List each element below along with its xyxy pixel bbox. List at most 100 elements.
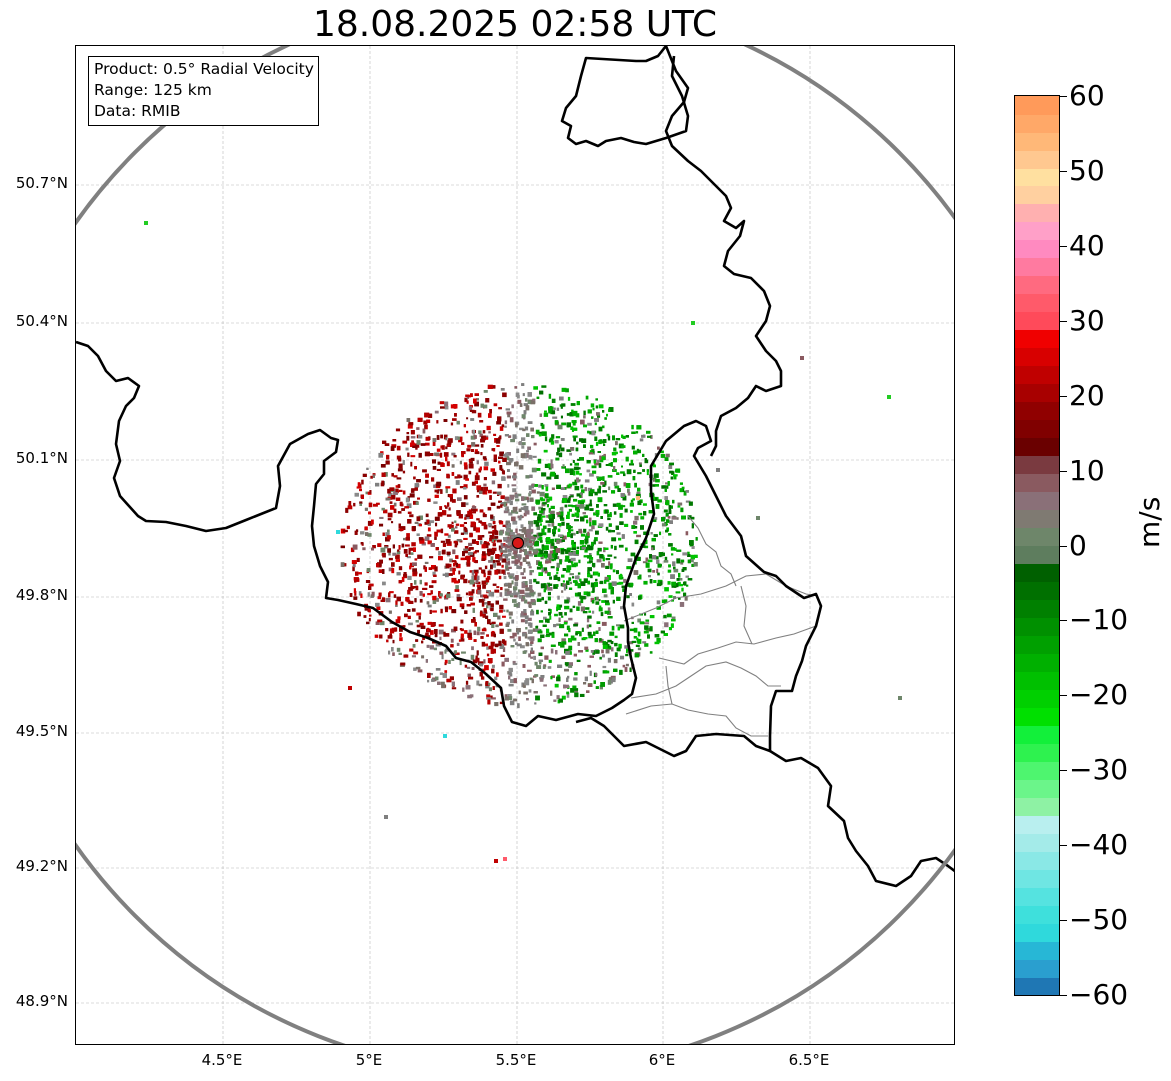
echo-pixel — [633, 469, 636, 473]
echo-pixel — [600, 482, 605, 485]
echo-pixel — [466, 430, 469, 434]
echo-pixel — [550, 644, 556, 647]
echo-pixel — [395, 559, 400, 562]
echo-pixel — [580, 530, 583, 534]
echo-pixel — [565, 555, 570, 561]
echo-pixel — [590, 574, 593, 579]
echo-pixel — [550, 459, 553, 465]
colorbar-segment — [1015, 96, 1059, 115]
echo-pixel — [380, 464, 386, 468]
echo-pixel — [657, 446, 660, 450]
echo-pixel — [534, 661, 538, 666]
echo-pixel — [500, 502, 505, 505]
echo-pixel — [887, 395, 891, 399]
echo-pixel — [529, 677, 533, 681]
gridlines — [76, 46, 954, 1044]
echo-pixel — [520, 572, 524, 576]
echo-pixel — [574, 672, 578, 676]
echo-pixel — [422, 469, 427, 473]
echo-pixel — [566, 691, 570, 695]
echo-pixel — [605, 526, 609, 531]
echo-pixel — [644, 625, 649, 630]
echo-pixel — [594, 418, 599, 422]
echo-pixel — [352, 544, 358, 550]
echo-pixel — [469, 547, 474, 550]
echo-pixel — [484, 610, 487, 614]
echo-pixel — [476, 584, 481, 587]
echo-pixel — [394, 627, 398, 632]
radar-map[interactable] — [75, 45, 955, 1045]
echo-pixel — [568, 645, 573, 651]
echo-pixel — [490, 514, 494, 519]
echo-pixel — [575, 504, 581, 509]
echo-pixel — [590, 489, 595, 494]
echo-pixel — [519, 561, 523, 566]
echo-pixel — [521, 503, 527, 506]
echo-pixel — [464, 528, 468, 533]
echo-pixel — [596, 559, 602, 563]
echo-pixel — [535, 521, 540, 527]
echo-pixel — [665, 529, 668, 533]
echo-pixel — [541, 515, 546, 518]
echo-pixel — [619, 624, 625, 629]
echo-pixel — [519, 427, 524, 431]
echo-pixel — [559, 396, 564, 401]
echo-pixel — [511, 484, 517, 487]
echo-pixel — [436, 481, 442, 487]
echo-pixel — [468, 394, 472, 398]
echo-pixel — [418, 515, 423, 520]
echo-pixel — [377, 564, 382, 568]
echo-pixel — [508, 667, 513, 673]
echo-pixel — [535, 581, 540, 584]
echo-pixel — [476, 680, 480, 686]
colorbar-segment — [1015, 149, 1059, 169]
echo-pixel — [420, 625, 426, 629]
echo-pixel — [649, 579, 653, 584]
echo-pixel — [605, 565, 610, 569]
echo-pixel — [595, 650, 600, 654]
echo-pixel — [585, 648, 589, 652]
echo-pixel — [502, 524, 506, 527]
echo-pixel — [506, 456, 510, 460]
echo-pixel — [566, 514, 570, 519]
echo-pixel — [361, 495, 364, 499]
echo-pixel — [580, 516, 585, 522]
echo-pixel — [552, 416, 558, 419]
echo-pixel — [495, 684, 498, 688]
echo-pixel — [408, 600, 414, 604]
echo-pixel — [503, 538, 507, 542]
echo-pixel — [354, 492, 359, 497]
echo-pixel — [509, 696, 513, 700]
echo-pixel — [478, 430, 482, 435]
lon-label-6: 6°E — [648, 1051, 676, 1069]
echo-pixel — [642, 453, 645, 457]
echo-pixel — [491, 664, 495, 668]
echo-pixel — [515, 392, 520, 397]
echo-pixel — [443, 452, 449, 457]
echo-pixel — [602, 484, 606, 487]
echo-pixel — [444, 659, 448, 664]
echo-pixel — [507, 671, 510, 675]
echo-pixel — [591, 465, 597, 469]
echo-pixel — [533, 520, 538, 525]
echo-pixel — [447, 502, 450, 507]
echo-pixel — [377, 619, 383, 623]
echo-pixel — [562, 464, 565, 468]
echo-pixel — [405, 597, 410, 602]
echo-pixel — [496, 672, 499, 677]
echo-pixel — [436, 448, 441, 452]
echo-pixel — [406, 432, 410, 435]
echo-pixel — [471, 442, 476, 447]
echo-pixel — [588, 546, 593, 551]
echo-pixel — [581, 627, 584, 632]
echo-pixel — [354, 530, 358, 535]
echo-pixel — [545, 539, 551, 545]
echo-pixel — [463, 522, 467, 524]
echo-pixel — [445, 648, 450, 652]
echo-pixel — [523, 403, 528, 407]
echo-pixel — [527, 446, 531, 450]
echo-pixel — [637, 487, 641, 492]
echo-pixel — [568, 508, 572, 512]
echo-pixel — [529, 589, 533, 593]
echo-pixel — [456, 539, 462, 542]
